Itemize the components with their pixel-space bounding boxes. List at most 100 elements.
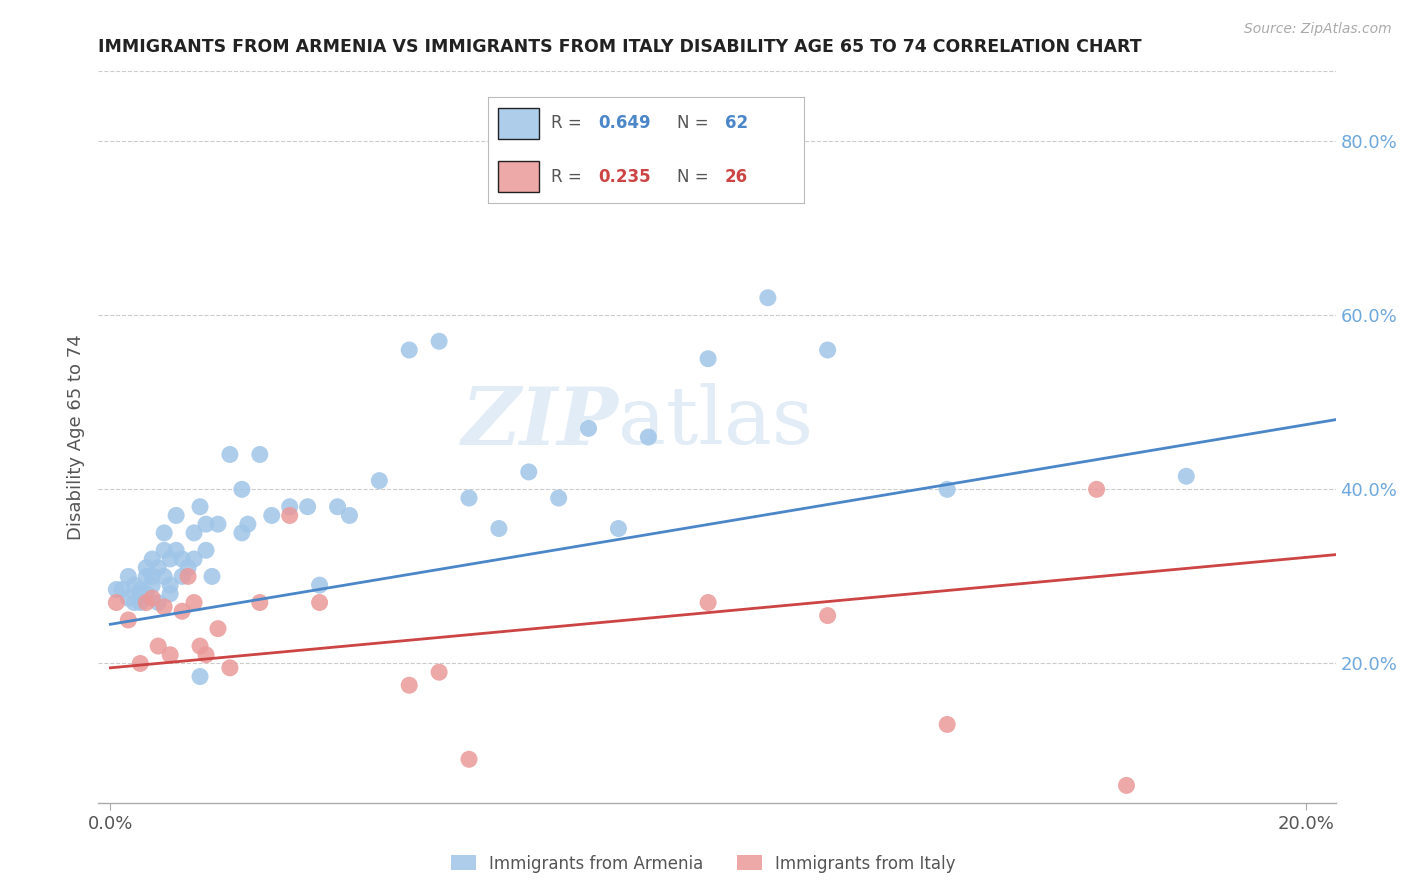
Text: atlas: atlas	[619, 384, 813, 461]
Point	[339, 508, 361, 523]
Text: 62: 62	[725, 114, 748, 133]
Point	[153, 569, 176, 583]
Point	[260, 508, 283, 523]
Point	[188, 500, 211, 514]
Point	[177, 569, 200, 583]
Point	[117, 591, 139, 606]
Point	[141, 552, 163, 566]
Point	[129, 657, 152, 671]
Point	[637, 430, 659, 444]
Text: N =: N =	[678, 114, 714, 133]
Point	[135, 560, 157, 574]
Point	[368, 474, 391, 488]
Point	[231, 525, 253, 540]
Point	[936, 483, 959, 497]
Point	[111, 582, 134, 597]
Point	[117, 569, 139, 583]
Point	[141, 591, 163, 606]
Point	[159, 648, 181, 662]
Point	[517, 465, 540, 479]
Text: IMMIGRANTS FROM ARMENIA VS IMMIGRANTS FROM ITALY DISABILITY AGE 65 TO 74 CORRELA: IMMIGRANTS FROM ARMENIA VS IMMIGRANTS FR…	[98, 38, 1142, 56]
Point	[936, 717, 959, 731]
Point	[297, 500, 319, 514]
Point	[1085, 483, 1108, 497]
Text: ZIP: ZIP	[461, 384, 619, 461]
Point	[326, 500, 349, 514]
Point	[195, 648, 218, 662]
Text: N =: N =	[678, 168, 714, 186]
Point	[177, 560, 200, 574]
Point	[231, 483, 253, 497]
Point	[578, 421, 600, 435]
Point	[135, 595, 157, 609]
Point	[195, 543, 218, 558]
Point	[308, 578, 330, 592]
Y-axis label: Disability Age 65 to 74: Disability Age 65 to 74	[66, 334, 84, 540]
Point	[159, 578, 181, 592]
Point	[697, 595, 720, 609]
Text: 26: 26	[725, 168, 748, 186]
Point	[135, 587, 157, 601]
Point	[201, 569, 224, 583]
FancyBboxPatch shape	[498, 161, 538, 193]
Point	[141, 569, 163, 583]
Text: Source: ZipAtlas.com: Source: ZipAtlas.com	[1244, 22, 1392, 37]
Point	[398, 343, 420, 357]
Point	[427, 665, 450, 680]
Point	[148, 639, 170, 653]
Point	[159, 587, 181, 601]
Point	[105, 582, 128, 597]
Point	[278, 500, 301, 514]
Point	[488, 521, 510, 535]
Point	[817, 608, 839, 623]
Point	[1175, 469, 1198, 483]
Text: 0.649: 0.649	[599, 114, 651, 133]
Point	[172, 604, 194, 618]
Text: R =: R =	[551, 168, 588, 186]
Point	[141, 578, 163, 592]
Point	[159, 552, 181, 566]
Point	[129, 595, 152, 609]
Point	[124, 595, 146, 609]
Point	[249, 595, 271, 609]
Point	[207, 622, 229, 636]
Point	[236, 517, 259, 532]
Point	[135, 569, 157, 583]
Point	[148, 595, 170, 609]
Point	[129, 587, 152, 601]
Point	[458, 752, 481, 766]
Point	[188, 669, 211, 683]
Point	[458, 491, 481, 505]
Point	[183, 552, 205, 566]
FancyBboxPatch shape	[498, 108, 538, 139]
Point	[183, 595, 205, 609]
Point	[219, 448, 242, 462]
Point	[1115, 778, 1137, 792]
Point	[278, 508, 301, 523]
Point	[817, 343, 839, 357]
Point	[219, 661, 242, 675]
Point	[153, 599, 176, 614]
Point	[188, 639, 211, 653]
Point	[308, 595, 330, 609]
Point	[153, 543, 176, 558]
Point	[172, 569, 194, 583]
Point	[124, 578, 146, 592]
Point	[165, 508, 187, 523]
Point	[398, 678, 420, 692]
Point	[172, 552, 194, 566]
Point	[153, 525, 176, 540]
Point	[148, 560, 170, 574]
Text: R =: R =	[551, 114, 588, 133]
Point	[207, 517, 229, 532]
Legend: Immigrants from Armenia, Immigrants from Italy: Immigrants from Armenia, Immigrants from…	[444, 848, 962, 880]
Point	[427, 334, 450, 349]
Point	[607, 521, 630, 535]
Point	[547, 491, 569, 505]
Point	[195, 517, 218, 532]
Point	[697, 351, 720, 366]
Point	[165, 543, 187, 558]
Point	[105, 595, 128, 609]
Point	[183, 525, 205, 540]
Text: 0.235: 0.235	[599, 168, 651, 186]
